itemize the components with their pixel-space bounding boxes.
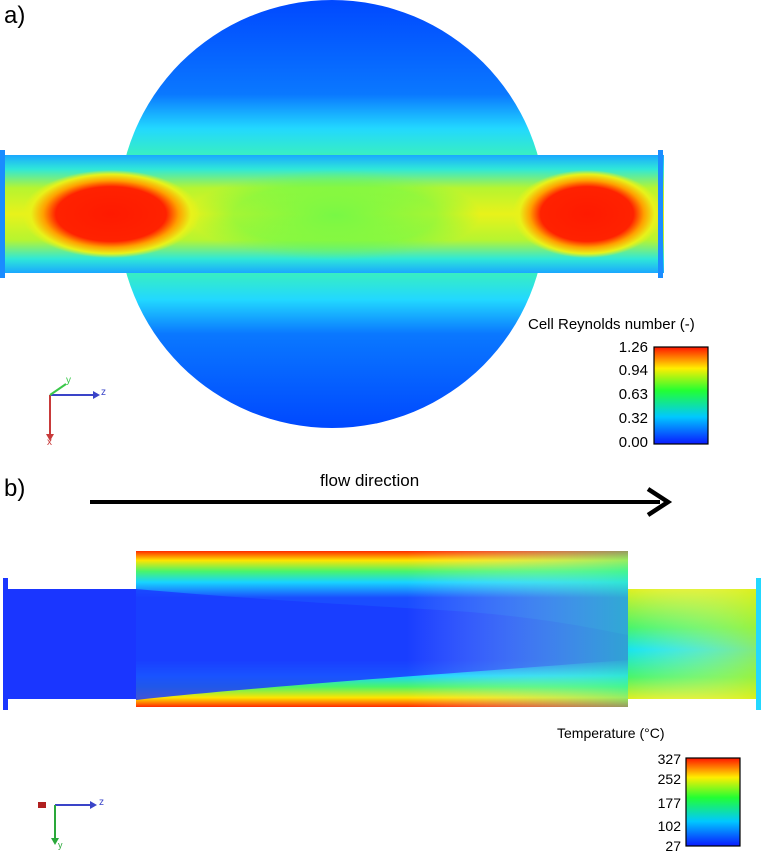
reynolds-contour-plot [0, 0, 664, 428]
axis-label-a-y: y [66, 375, 71, 386]
colorbar-tick-a-3: 0.32 [618, 410, 648, 427]
axis-label-a-x: x [47, 437, 52, 448]
axis-label-a-z: z [101, 387, 106, 398]
flow-direction-label: flow direction [320, 471, 420, 490]
axis-triad-a [46, 383, 100, 441]
inlet-pipe [8, 589, 136, 699]
colorbar-tick-b-1: 252 [657, 771, 681, 787]
colorbar-tick-b-2: 177 [657, 795, 681, 811]
colorbar-a [653, 346, 709, 445]
panel-label-b: b) [4, 475, 26, 502]
panel-label-a: a) [4, 2, 26, 29]
colorbar-title-a: Cell Reynolds number (-) [528, 316, 695, 333]
colorbar-b [685, 757, 741, 847]
axis-triad-b [38, 801, 97, 845]
colorbar-tick-a-2: 0.63 [618, 386, 648, 403]
temperature-contour-plot [3, 551, 761, 710]
colorbar-tick-b-4: 27 [665, 838, 681, 854]
high-reynolds-zone-left [22, 170, 200, 258]
flow-direction-arrow [90, 487, 673, 517]
colorbar-title-b: Temperature (°C) [557, 725, 665, 741]
colorbar-tick-a-0: 1.26 [618, 339, 648, 356]
axis-label-b-y: y [58, 840, 63, 850]
colorbar-tick-a-1: 0.94 [618, 362, 648, 379]
colorbar-tick-b-0: 327 [657, 751, 681, 767]
axis-label-b-z: z [99, 797, 104, 808]
colorbar-tick-b-3: 102 [657, 818, 681, 834]
high-reynolds-zone-right [512, 170, 662, 258]
colorbar-tick-a-4: 0.00 [618, 434, 648, 451]
